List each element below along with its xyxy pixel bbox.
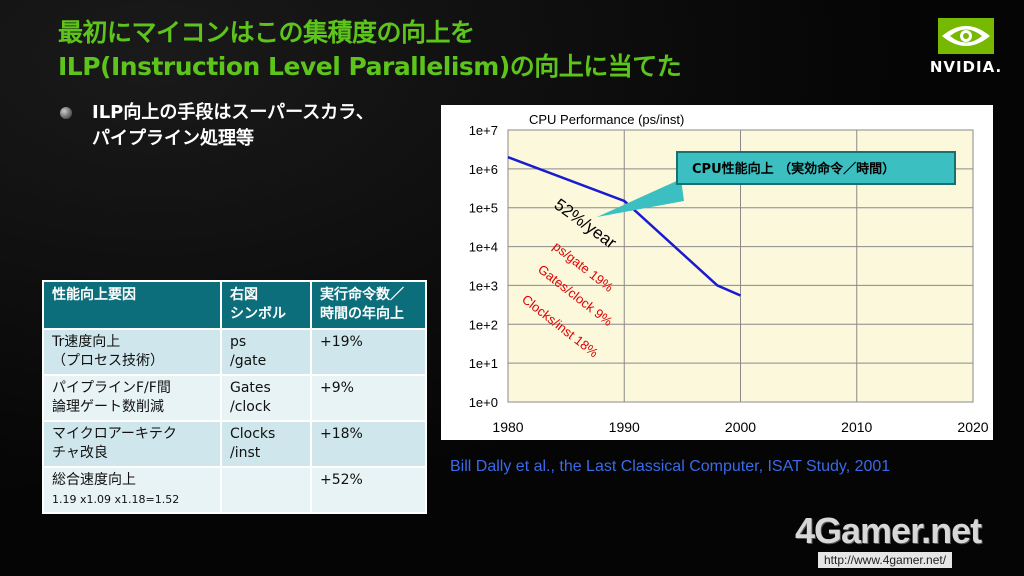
logo-text: NVIDIA. (929, 58, 1003, 76)
cell-text: マイクロアーキテク (52, 426, 177, 442)
performance-factors-table: 性能向上要因 右図 シンボル 実行命令数／ 時間の年向上 Tr速度向上 （プロセ… (42, 280, 427, 514)
table-row: 総合速度向上 1.19 x1.09 x1.18=1.52 +52% (42, 466, 427, 514)
cell-symbol (220, 466, 312, 514)
chart-title: CPU Performance (ps/inst) (529, 112, 684, 127)
y-tick-label: 1e+0 (469, 395, 498, 410)
cell-factor: Tr速度向上 （プロセス技術） (42, 328, 222, 376)
cell-factor: パイプラインF/F間 論理ゲート数削減 (42, 374, 222, 422)
y-tick-label: 1e+6 (469, 162, 498, 177)
x-tick-label: 2000 (725, 419, 756, 435)
cpu-performance-chart: 1e+0 1e+1 1e+2 1e+3 1e+4 1e+5 1e+6 1e+7 1980 199… (469, 112, 989, 435)
cell-symbol: ps /gate (220, 328, 312, 376)
header-text: 時間の年向上 (320, 306, 404, 322)
cell-text: /inst (230, 445, 261, 461)
table-row: Tr速度向上 （プロセス技術） ps /gate +19% (42, 328, 427, 376)
cell-text: /gate (230, 353, 267, 369)
x-axis-ticks: 1980 1990 2000 2010 2020 (492, 419, 988, 435)
cell-subtext: 1.19 x1.09 x1.18=1.52 (52, 493, 180, 506)
header-factor: 性能向上要因 (42, 280, 222, 330)
callout-box (676, 151, 956, 185)
header-text: 右図 (230, 287, 258, 303)
title-line-2: ILP(Instruction Level Parallelism)の向上に当て… (58, 52, 682, 81)
cell-factor: 総合速度向上 1.19 x1.09 x1.18=1.52 (42, 466, 222, 514)
cell-text: チャ改良 (52, 445, 108, 461)
cell-text: Gates (230, 380, 271, 396)
cell-factor: マイクロアーキテク チャ改良 (42, 420, 222, 468)
cell-text: パイプラインF/F間 (52, 380, 171, 396)
y-tick-label: 1e+2 (469, 317, 498, 332)
cell-text: Clocks (230, 426, 276, 442)
cell-symbol: Clocks /inst (220, 420, 312, 468)
chart-panel: 1e+0 1e+1 1e+2 1e+3 1e+4 1e+5 1e+6 1e+7 1980 199… (441, 105, 993, 440)
title-line-1: 最初にマイコンはこの集積度の向上を (58, 18, 475, 47)
x-tick-label: 1980 (492, 419, 523, 435)
x-tick-label: 2010 (841, 419, 872, 435)
callout-text: CPU性能向上 （実効命令／時間） (692, 161, 895, 177)
x-tick-label: 2020 (957, 419, 988, 435)
y-tick-label: 1e+5 (469, 201, 498, 216)
cell-text: ps (230, 334, 247, 350)
cell-rate: +52% (310, 466, 427, 514)
bullet-line-2: パイプライン処理等 (92, 128, 254, 149)
watermark-url: http://www.4gamer.net/ (818, 552, 953, 568)
bullet-text: ILP向上の手段はスーパースカラ、 パイプライン処理等 (92, 100, 422, 152)
citation-text: Bill Dally et al., the Last Classical Co… (450, 458, 891, 475)
y-tick-label: 1e+7 (469, 123, 498, 138)
y-tick-label: 1e+3 (469, 278, 498, 293)
nvidia-eye-icon (938, 18, 994, 54)
x-tick-label: 1990 (609, 419, 640, 435)
nvidia-logo: NVIDIA. (928, 16, 1004, 78)
header-text: 性能向上要因 (52, 287, 136, 303)
header-rate: 実行命令数／ 時間の年向上 (310, 280, 427, 330)
cell-rate: +18% (310, 420, 427, 468)
grid-lines (507, 129, 974, 403)
header-text: シンボル (230, 306, 286, 322)
bullet-icon (60, 107, 72, 119)
table-header-row: 性能向上要因 右図 シンボル 実行命令数／ 時間の年向上 (42, 280, 427, 330)
series-line (507, 156, 741, 297)
cell-rate: +19% (310, 328, 427, 376)
table-row: パイプラインF/F間 論理ゲート数削減 Gates /clock +9% (42, 374, 427, 422)
cell-text: （プロセス技術） (52, 353, 164, 369)
table-row: マイクロアーキテク チャ改良 Clocks /inst +18% (42, 420, 427, 468)
y-axis-ticks: 1e+0 1e+1 1e+2 1e+3 1e+4 1e+5 1e+6 1e+7 (469, 123, 498, 410)
y-tick-label: 1e+1 (469, 356, 498, 371)
bullet-line-1: ILP向上の手段はスーパースカラ、 (92, 102, 374, 123)
cell-rate: +9% (310, 374, 427, 422)
watermark-logo: 4Gamer.net (795, 510, 982, 551)
y-tick-label: 1e+4 (469, 240, 498, 255)
callout-pointer (597, 179, 684, 217)
header-symbol: 右図 シンボル (220, 280, 312, 330)
cell-symbol: Gates /clock (220, 374, 312, 422)
cell-text: /clock (230, 399, 271, 415)
cell-text: 総合速度向上 (52, 472, 136, 488)
cell-text: Tr速度向上 (52, 334, 121, 350)
slide-title: 最初にマイコンはこの集積度の向上を ILP(Instruction Level … (58, 16, 682, 84)
cell-text: 論理ゲート数削減 (52, 399, 164, 415)
header-text: 実行命令数／ (320, 287, 404, 303)
